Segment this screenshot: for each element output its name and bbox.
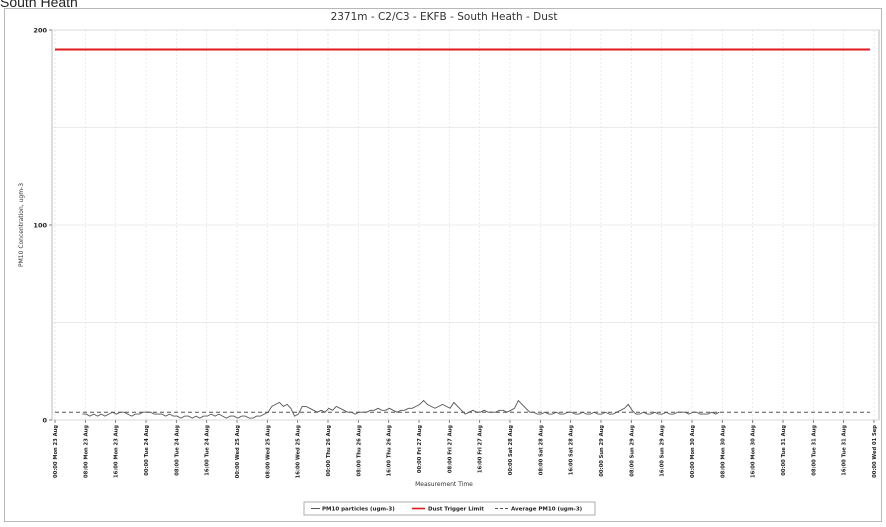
x-tick-label: 08:00 Sat 28 Aug [538,425,544,476]
chart-frame [4,8,882,522]
chart-title: 2371m - C2/C3 - EKFB - South Heath - Dus… [331,11,558,23]
x-tick-label: 16:00 Mon 30 Aug [751,425,757,478]
x-tick-label: 00:00 Tue 31 Aug [781,425,787,476]
legend-entry-trigger: Dust Trigger Limit [428,507,484,513]
x-tick-label: 08:00 Sun 29 Aug [629,425,635,477]
x-tick-label: 16:00 Sun 29 Aug [660,425,666,477]
x-tick-label: 08:00 Tue 24 Aug [174,425,180,476]
x-tick-label: 16:00 Mon 23 Aug [114,425,120,478]
legend-box [303,501,596,516]
y-axis-label: PM10 Concentration, ugm-3 [18,183,25,267]
x-tick-label: 16:00 Tue 31 Aug [842,425,848,476]
grid-lines [52,29,879,421]
x-tick-label: 00:00 Mon 23 Aug [53,425,59,478]
y-tick-label: 0 [42,417,47,425]
data-series [55,48,870,419]
x-tick-label: 16:00 Wed 25 Aug [296,425,302,479]
legend-entry-average: Average PM10 (ugm-3) [511,507,583,513]
x-tick-label: 00:00 Tue 24 Aug [144,425,150,476]
x-tick-label: 00:00 Sat 28 Aug [508,425,514,476]
page-header-text: South Heath [0,0,78,10]
x-tick-label: 16:00 Thu 26 Aug [387,425,393,477]
x-tick-label: 16:00 Tue 24 Aug [205,425,211,476]
y-tick-label: 200 [33,27,47,35]
x-tick-label: 00:00 Thu 26 Aug [326,425,332,477]
x-tick-label: 00:00 Fri 27 Aug [417,425,423,473]
x-tick-label: 16:00 Sat 28 Aug [569,425,575,476]
x-tick-label: 08:00 Thu 26 Aug [356,425,362,477]
legend: PM10 particles (ugm-3) Dust Trigger Limi… [303,501,596,516]
x-axis-label: Measurement Time [415,481,473,488]
x-tick-label: 08:00 Mon 23 Aug [83,425,89,478]
x-tick-label: 00:00 Sun 29 Aug [599,425,605,477]
x-tick-label: 00:00 Wed 01 Sep [872,425,878,478]
series-line-pm10 [82,399,720,419]
x-tick-label: 08:00 Mon 30 Aug [720,425,726,478]
x-tick-label: 08:00 Wed 25 Aug [265,425,271,479]
x-tick-label: 16:00 Fri 27 Aug [478,425,484,473]
x-tick-label: 08:00 Fri 27 Aug [447,425,453,473]
y-tick-label: 100 [33,222,47,230]
x-axis-ticks: 00:00 Mon 23 Aug 08:00 Mon 23 Aug 16:00 Mo… [53,420,878,478]
x-tick-label: 00:00 Mon 30 Aug [690,425,696,478]
x-tick-label: 00:00 Wed 25 Aug [235,425,241,479]
y-axis-ticks: 0 100 200 [33,27,52,425]
legend-entry-pm10: PM10 particles (ugm-3) [322,507,395,513]
x-tick-label: 08:00 Tue 31 Aug [811,425,817,476]
